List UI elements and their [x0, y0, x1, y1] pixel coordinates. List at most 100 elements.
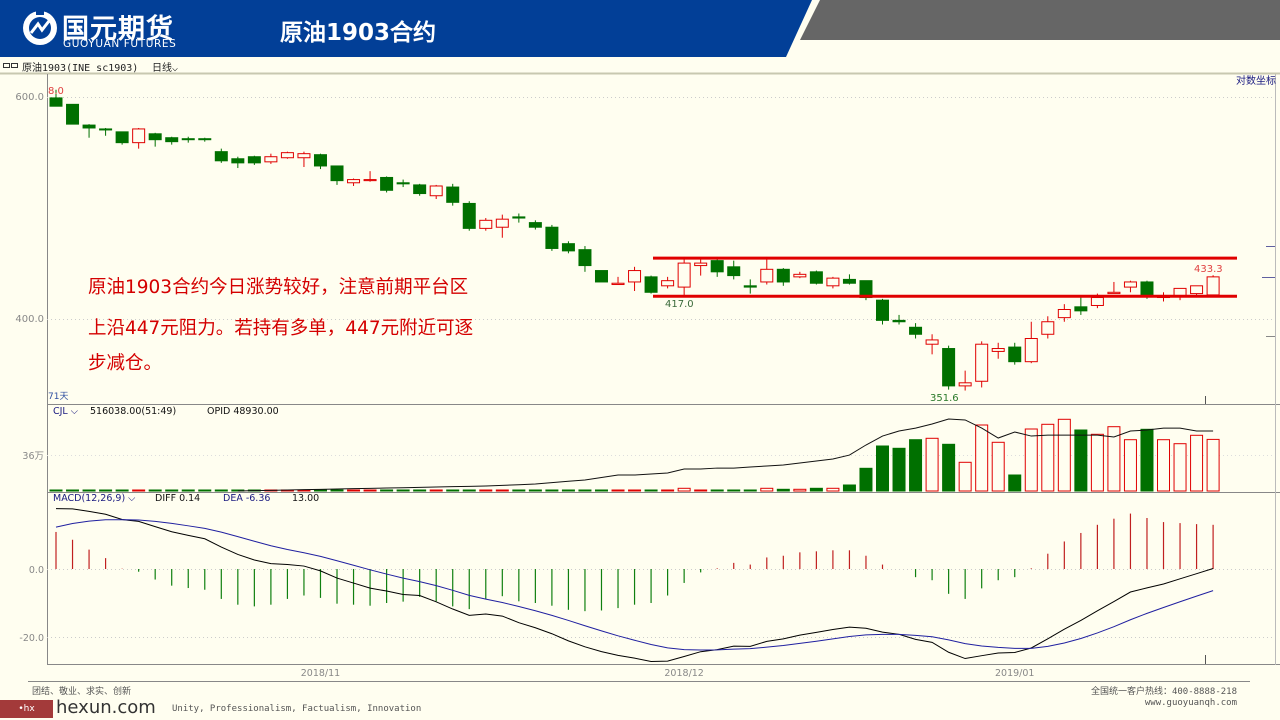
candle-up	[1190, 285, 1204, 295]
candle-down	[644, 276, 658, 293]
page-title: 原油1903合约	[280, 20, 437, 46]
dea-line	[55, 519, 1214, 651]
candle-down	[892, 319, 906, 323]
candle-up	[1090, 297, 1104, 306]
window-toggle-icon[interactable]	[3, 61, 18, 68]
volume-header: CJL ⌵ 516038.00(51:49) OPID 48930.00 36万	[22, 406, 278, 462]
candle-up	[1041, 321, 1055, 335]
candle-down	[413, 184, 427, 195]
header-banner	[0, 0, 1280, 57]
volume-bar	[909, 439, 923, 492]
symbol-label: 原油1903(INE sc1903)	[22, 63, 139, 74]
macd-indicator-selector[interactable]: MACD(12,26,9) ⌵	[53, 493, 136, 504]
volume-bar	[495, 489, 509, 492]
candle-up	[628, 270, 642, 283]
candle-down	[710, 260, 724, 273]
volume-bar	[694, 489, 708, 492]
high-price-label: 8.0	[48, 86, 64, 97]
footer-motto-en: Unity, Professionalism, Factualism, Inno…	[172, 704, 422, 714]
volume-bar	[809, 487, 823, 492]
macd-y-tick-neg20: -20.0	[19, 633, 44, 644]
volume-bar	[512, 489, 526, 492]
volume-bar	[743, 489, 757, 492]
volume-bar	[991, 441, 1005, 492]
volume-bar	[942, 443, 956, 492]
support-resistance-lines	[653, 256, 1237, 298]
candle-down	[181, 138, 195, 141]
macd-lines	[55, 508, 1214, 663]
volume-bar	[578, 489, 592, 492]
period-selector[interactable]: 日线⌵	[152, 59, 178, 74]
chart-frame	[0, 72, 1280, 682]
y-tick-400: 400.0	[15, 314, 44, 325]
volume-bar	[793, 488, 807, 492]
volume-bar	[1090, 433, 1104, 492]
candle-up	[280, 152, 294, 159]
volume-bar	[611, 489, 625, 492]
candle-up	[1206, 276, 1220, 296]
volume-bar	[628, 489, 642, 492]
candle-down	[231, 158, 245, 164]
period-label: 日线	[152, 63, 172, 74]
volume-bar	[842, 484, 856, 492]
date-label: 2019/01	[995, 668, 1034, 679]
volume-bar	[214, 489, 228, 492]
candle-down	[1008, 346, 1022, 363]
volume-bar	[528, 489, 542, 492]
candle-up	[958, 382, 972, 387]
candle-up	[991, 348, 1005, 352]
candle-up	[925, 339, 939, 345]
candle-up	[363, 179, 377, 182]
date-axis: 2018/11 2018/12 2019/01	[301, 668, 1035, 679]
header-blue-band	[0, 0, 812, 57]
candle-down	[776, 268, 790, 283]
candle-up	[1107, 291, 1121, 295]
candle-up	[677, 262, 691, 288]
candle-up	[132, 128, 146, 144]
candle-down	[842, 278, 856, 284]
volume-bar	[181, 489, 195, 492]
candle-down	[396, 182, 410, 185]
chevron-down-icon: ⌵	[172, 63, 179, 74]
header-gray-band	[800, 0, 1280, 40]
volume-bar	[1074, 429, 1088, 492]
volume-bar	[429, 489, 443, 492]
volume-indicator-selector[interactable]: CJL ⌵	[53, 406, 79, 417]
volume-bar	[661, 489, 675, 492]
candle-down	[1074, 306, 1088, 312]
logo-english: GUOYUAN FUTURES	[63, 38, 177, 50]
volume-bar	[165, 489, 179, 492]
annotation-line-1: 原油1903合约今日涨势较好，注意前期平台区	[88, 277, 469, 298]
footer-website[interactable]: www.guoyuanqh.com	[1144, 698, 1237, 708]
volume-bar	[330, 489, 344, 492]
candle-down	[462, 202, 476, 229]
candle-down	[82, 124, 96, 129]
footer-motto-cn: 团结、敬业、求实、创新	[32, 687, 132, 697]
open-interest-value: OPID 48930.00	[207, 406, 279, 417]
volume-bar	[462, 489, 476, 492]
volume-bar	[313, 489, 327, 492]
volume-bar	[776, 488, 790, 492]
volume-bar	[892, 447, 906, 492]
candle-up	[694, 262, 708, 267]
candle-down	[528, 222, 542, 228]
candle-down	[198, 138, 212, 141]
candle-up	[495, 218, 509, 228]
diff-line	[55, 508, 1214, 663]
y-tick-600: 600.0	[15, 92, 44, 103]
log-scale-toggle[interactable]: 对数坐标	[1236, 74, 1276, 87]
volume-bar	[1123, 439, 1137, 492]
footer-hotline: 全国统一客户热线：400-8888-218	[1090, 687, 1237, 697]
candle-down	[727, 266, 741, 277]
volume-bar	[1008, 474, 1022, 492]
candle-up	[347, 179, 361, 184]
volume-bar	[1024, 428, 1038, 492]
candle-up	[611, 282, 625, 286]
volume-y-tick: 36万	[22, 451, 44, 462]
last-high-label: 433.3	[1194, 264, 1223, 275]
volume-bar	[66, 489, 80, 492]
price-axis: 600.0 400.0 对数坐标 71天	[15, 74, 1276, 402]
candle-up	[297, 153, 311, 159]
candle-down	[1140, 281, 1154, 297]
